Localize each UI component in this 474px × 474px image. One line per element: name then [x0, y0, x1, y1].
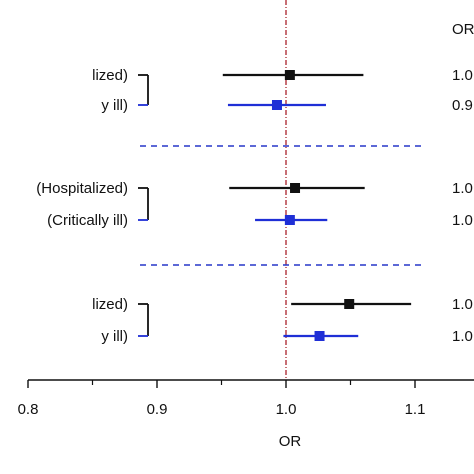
or-value: 0.9 — [452, 97, 473, 114]
row-label: y ill) — [101, 97, 128, 114]
x-tick-label: 0.9 — [147, 401, 168, 418]
or-value: 1.0 — [452, 296, 473, 313]
rows-layer: lized) 1.0 y ill) 0.9 (Hospitalized) 1.0 (Crit… — [36, 0, 473, 380]
row-label: (Hospitalized) — [36, 180, 128, 197]
row-label: y ill) — [101, 328, 128, 345]
point-estimate — [290, 183, 301, 193]
or-value: 1.0 — [452, 67, 473, 84]
x-tick-label: 1.1 — [405, 401, 426, 418]
point-estimate — [271, 100, 282, 110]
forest-group: lized) 1.0 y ill) 0.9 — [92, 67, 473, 114]
or-value: 1.0 — [452, 212, 473, 229]
point-estimate — [284, 215, 295, 225]
or-value: 1.0 — [452, 328, 473, 345]
x-axis: 0.8 0.9 1.0 1.1 — [18, 379, 474, 418]
or-column-header: OR — [452, 21, 474, 38]
forest-group: lized) 1.0 y ill) 1.0 — [92, 296, 473, 345]
or-value: 1.0 — [452, 180, 473, 197]
point-estimate — [344, 299, 355, 309]
point-estimate — [284, 70, 295, 80]
row-label: (Critically ill) — [47, 212, 128, 229]
row-label: lized) — [92, 67, 128, 84]
row-label: lized) — [92, 296, 128, 313]
x-tick-label: 0.8 — [18, 401, 39, 418]
x-tick-label: 1.0 — [276, 401, 297, 418]
x-axis-title: OR — [279, 433, 302, 450]
forest-group: (Hospitalized) 1.0 (Critically ill) 1.0 — [36, 180, 473, 229]
point-estimate — [314, 331, 325, 341]
